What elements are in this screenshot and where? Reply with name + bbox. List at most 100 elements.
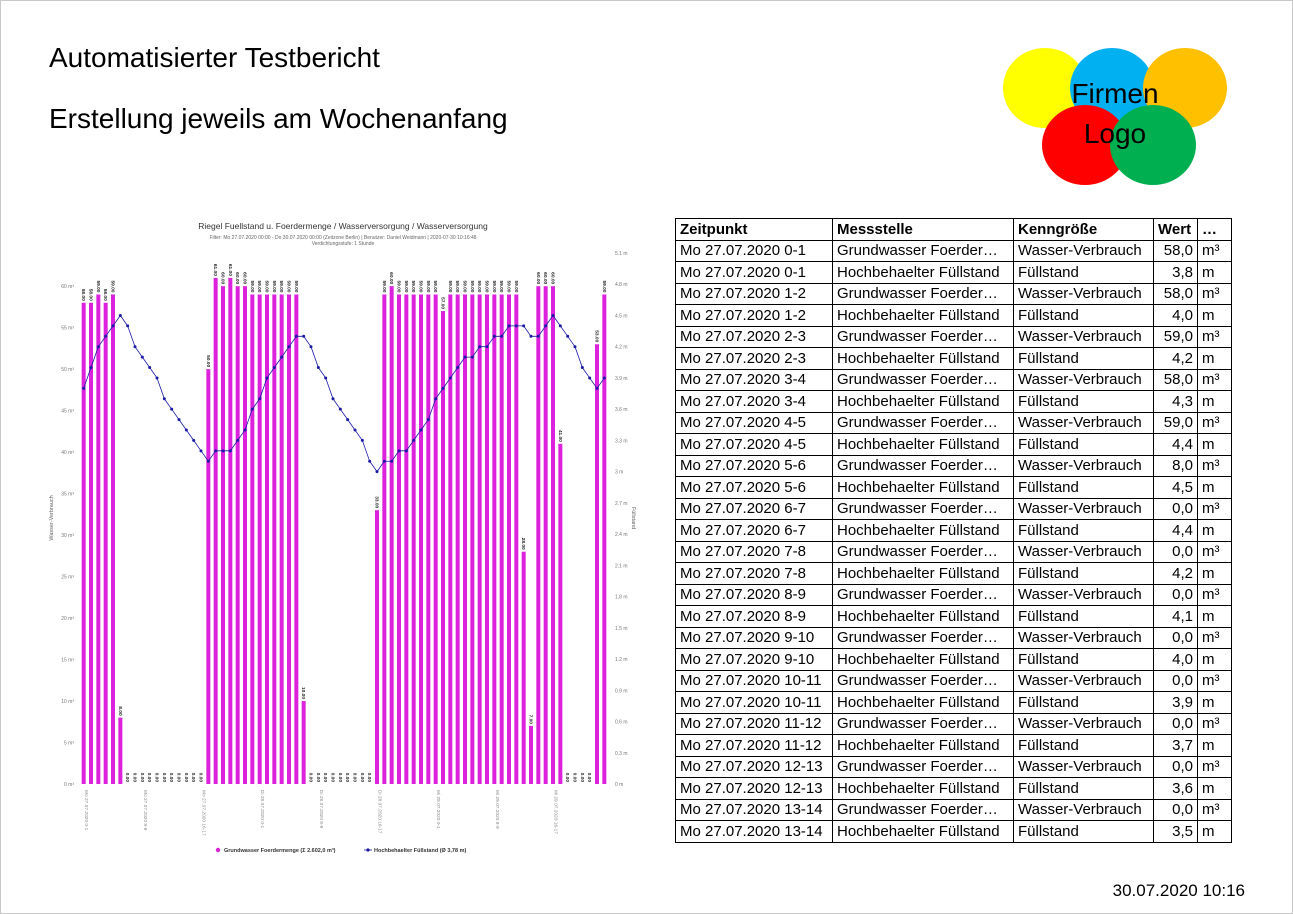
value-label: 0.00 xyxy=(352,773,358,783)
value-label: 59.00 xyxy=(95,280,101,292)
value-label: 60.00 xyxy=(550,272,556,284)
value-label: 60.00 xyxy=(234,272,240,284)
table-cell: 4,2 xyxy=(1153,562,1198,585)
line-point xyxy=(397,449,401,453)
value-label: 59.00 xyxy=(601,280,607,292)
line-point xyxy=(206,459,210,463)
table-row: Mo 27.07.2020 10-11 Hochbehaelter Füllsta… xyxy=(675,691,1232,714)
line-point xyxy=(316,366,320,370)
y-axis-label: Wasser-Verbrauch xyxy=(49,495,55,540)
table-cell: m³ xyxy=(1197,411,1232,434)
table-cell: Füllstand xyxy=(1013,390,1154,413)
line-point xyxy=(302,334,306,338)
column-header: … xyxy=(1197,218,1232,241)
line-point xyxy=(522,324,526,328)
table-cell: Mo 27.07.2020 6-7 xyxy=(675,519,833,542)
y2-tick-label: 0.9 m xyxy=(615,688,628,694)
value-label: 59.00 xyxy=(506,280,512,292)
value-label: 59.00 xyxy=(425,280,431,292)
table-cell: 3,7 xyxy=(1153,734,1198,757)
value-label: 58.00 xyxy=(88,289,94,301)
table-cell: m xyxy=(1197,519,1232,542)
table-cell: Hochbehaelter Füllstand xyxy=(832,820,1014,843)
line xyxy=(83,314,605,473)
y2-tick-label: 2.1 m xyxy=(615,563,628,569)
line-point xyxy=(184,428,188,432)
value-label: 59.00 xyxy=(278,280,284,292)
line-point xyxy=(177,418,181,422)
table-cell: m³ xyxy=(1197,798,1232,821)
table-cell: 0,0 xyxy=(1153,626,1198,649)
logo-circle xyxy=(1110,105,1196,185)
bar xyxy=(250,294,255,784)
line-point xyxy=(221,449,225,453)
table-row: Mo 27.07.2020 9-10 Grundwasser Foerder… Wa… xyxy=(675,626,1232,649)
y2-tick-label: 0.6 m xyxy=(615,720,628,726)
value-label: 41.00 xyxy=(557,430,563,442)
table-cell: Mo 27.07.2020 0-1 xyxy=(675,239,833,262)
table-row: Mo 27.07.2020 4-5 Hochbehaelter Füllstand… xyxy=(675,433,1232,456)
table-cell: 3,6 xyxy=(1153,777,1198,800)
line-point xyxy=(551,313,555,317)
table-cell: Wasser-Verbrauch xyxy=(1013,368,1154,391)
value-label: 59.00 xyxy=(484,280,490,292)
value-label: 10.00 xyxy=(300,687,306,699)
line-point xyxy=(265,376,269,380)
legend-label: Hochbehaelter Füllstand (Ø 3,78 m) xyxy=(374,848,466,854)
logo-circle xyxy=(1003,48,1087,128)
table-row: Mo 27.07.2020 1-2 Grundwasser Foerder… Was… xyxy=(675,282,1232,305)
table-cell: Mo 27.07.2020 1-2 xyxy=(675,282,833,305)
bar xyxy=(441,311,445,784)
line-point xyxy=(595,386,599,390)
table-cell: Füllstand xyxy=(1013,519,1154,542)
bar xyxy=(529,725,533,784)
table-row: Mo 27.07.2020 5-6 Grundwasser Foerder… Was… xyxy=(675,454,1232,477)
table-cell: Hochbehaelter Füllstand xyxy=(832,261,1014,284)
line-point xyxy=(566,334,570,338)
y-tick-label: 15 m³ xyxy=(61,658,74,664)
table-cell: Mo 27.07.2020 10-11 xyxy=(675,669,833,692)
y2-tick-label: 2.4 m xyxy=(615,532,628,538)
value-label: 59.00 xyxy=(491,280,497,292)
y-tick-label: 5 m³ xyxy=(64,741,74,747)
value-label: 0.00 xyxy=(168,773,174,783)
legend-label: Grundwasser Foerdermenge (Σ 2.602,0 m³) xyxy=(224,847,336,854)
logo-text: Logo xyxy=(1084,118,1146,149)
bar xyxy=(389,286,394,784)
table-row: Mo 27.07.2020 4-5 Grundwasser Foerder… Was… xyxy=(675,411,1232,434)
chart: Riegel Fuellstand u. Foerdermenge / Wass… xyxy=(49,221,636,854)
line-point xyxy=(331,397,335,401)
table-cell: Grundwasser Foerder… xyxy=(832,755,1014,778)
table-cell: 0,0 xyxy=(1153,497,1198,520)
table-cell: Mo 27.07.2020 2-3 xyxy=(675,325,833,348)
line-point xyxy=(434,397,438,401)
value-label: 0.00 xyxy=(359,773,365,783)
table-row: Mo 27.07.2020 13-14 Hochbehaelter Füllsta… xyxy=(675,820,1232,843)
line-point xyxy=(470,355,474,359)
bar xyxy=(455,294,460,784)
y2-tick-label: 1.2 m xyxy=(615,657,628,663)
table-cell: 59,0 xyxy=(1153,325,1198,348)
line-point xyxy=(426,418,430,422)
bar xyxy=(118,717,123,784)
table-cell: Füllstand xyxy=(1013,777,1154,800)
table-row: Mo 27.07.2020 0-1 Grundwasser Foerder… Was… xyxy=(675,239,1232,262)
line-point xyxy=(280,355,284,359)
table-cell: Füllstand xyxy=(1013,347,1154,370)
table-cell: m³ xyxy=(1197,368,1232,391)
table-cell: Wasser-Verbrauch xyxy=(1013,282,1154,305)
table-cell: Mo 27.07.2020 8-9 xyxy=(675,605,833,628)
table-row: Mo 27.07.2020 1-2 Hochbehaelter Füllstand… xyxy=(675,304,1232,327)
line-point xyxy=(126,324,130,328)
bar xyxy=(265,294,269,784)
value-label: 0.00 xyxy=(337,773,343,783)
table-cell: m³ xyxy=(1197,712,1232,735)
value-label: 59.00 xyxy=(447,280,453,292)
value-label: 0.00 xyxy=(139,773,145,783)
table-cell: Hochbehaelter Füllstand xyxy=(832,691,1014,714)
line-point xyxy=(382,459,386,463)
table-cell: 58,0 xyxy=(1153,368,1198,391)
table-cell: Hochbehaelter Füllstand xyxy=(832,777,1014,800)
value-label: 57.00 xyxy=(440,297,446,309)
